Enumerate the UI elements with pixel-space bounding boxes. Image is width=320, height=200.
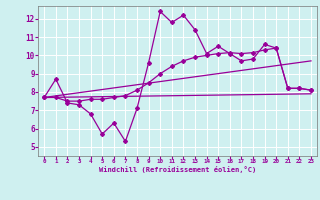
X-axis label: Windchill (Refroidissement éolien,°C): Windchill (Refroidissement éolien,°C) bbox=[99, 166, 256, 173]
